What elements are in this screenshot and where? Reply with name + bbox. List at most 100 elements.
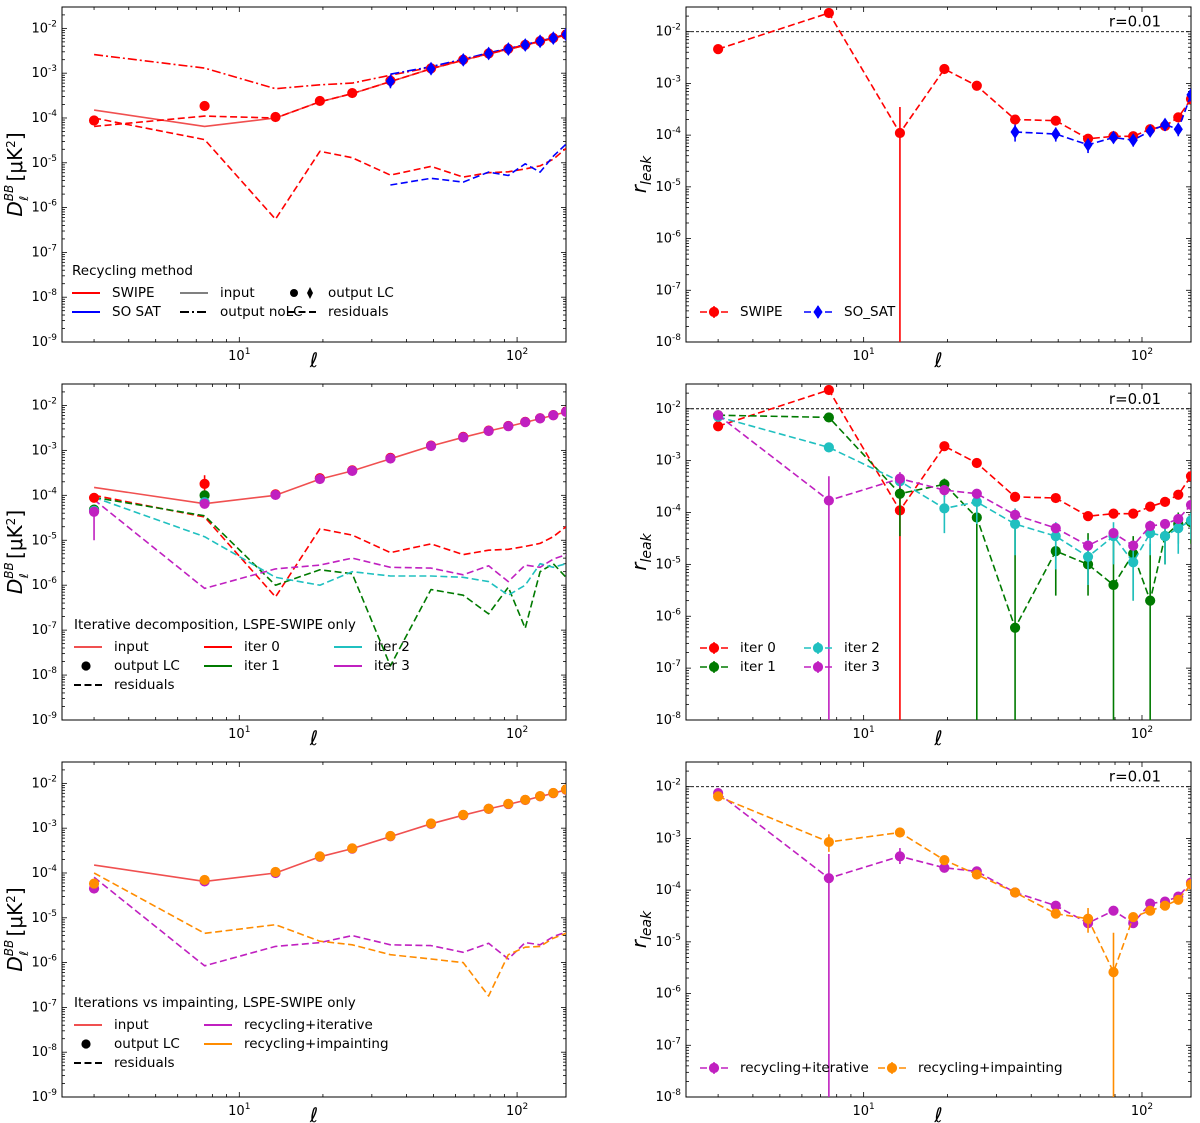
data-point (1159, 531, 1171, 542)
data-point (713, 410, 724, 421)
data-point (1082, 540, 1094, 551)
data-point (1050, 523, 1061, 534)
data-point (534, 791, 546, 802)
series-line (93, 411, 566, 505)
legend-item: residuals (74, 677, 175, 693)
y-tick-label: 10-7 (31, 621, 57, 638)
series-recycling-impainting (713, 791, 1191, 1097)
x-tick-label: 102 (506, 347, 528, 364)
data-point (939, 63, 950, 75)
data-point (270, 866, 281, 878)
x-tick-label: 102 (1131, 725, 1153, 742)
data-point (88, 492, 100, 503)
legend: Iterations vs impainting, LSPE-SWIPE onl… (74, 995, 389, 1071)
series-recycling-impainting-output (88, 784, 566, 889)
series-iter-3 (713, 410, 1191, 720)
data-point (1009, 518, 1021, 530)
y-tick-label: 10-4 (31, 486, 57, 503)
plot-area (88, 27, 566, 220)
data-point (503, 798, 514, 809)
legend-label: input (114, 1017, 149, 1033)
data-point (1159, 518, 1171, 530)
y-tick-label: 10-7 (655, 281, 681, 298)
data-point (939, 855, 950, 866)
data-point (535, 34, 545, 49)
data-point (1173, 489, 1184, 500)
panel-f: 101 102 10-8 10-7 10-6 10-5 10-4 10-3 10-2 ℓ rleak… (627, 761, 1192, 1123)
plot-area (88, 784, 566, 997)
series-iter-0-output (88, 406, 566, 503)
data-point (503, 42, 513, 56)
y-tick-label: 10-6 (31, 199, 57, 216)
series-line (93, 496, 566, 667)
y-tick-label: 10-6 (655, 607, 681, 624)
series-so-sat-r-leak (1010, 87, 1191, 154)
legend-label: iter 0 (244, 639, 280, 655)
y-tick-label: 10-6 (655, 985, 681, 1002)
series-input (93, 789, 566, 883)
y-tick-label: 10-8 (655, 1088, 681, 1105)
data-point (1108, 905, 1119, 916)
data-point (1173, 894, 1184, 905)
data-point (385, 453, 396, 464)
legend-item: iter 1 (204, 658, 280, 674)
legend-item: iter 0 (204, 639, 280, 655)
data-point (458, 432, 469, 443)
data-point (1185, 499, 1191, 511)
legend-item: SO_SAT (804, 304, 896, 320)
y-axis-label: DBBℓ [μK2] (2, 132, 31, 216)
y-tick-label: 10-4 (655, 881, 681, 898)
data-point (1128, 508, 1139, 519)
series-iter-2 (713, 411, 1191, 601)
data-point (88, 115, 100, 126)
series-line (717, 389, 1191, 518)
data-point (1108, 579, 1119, 591)
data-point (971, 457, 982, 469)
legend-item: output LC (81, 1036, 180, 1052)
y-tick-label: 10-9 (31, 333, 57, 350)
data-point (561, 27, 566, 42)
legend-item: iter 0 (700, 640, 776, 656)
series-so-sat-output-lc-points (385, 27, 566, 89)
data-point (483, 803, 494, 814)
legend-swatch (708, 306, 720, 318)
legend-label: recycling+iterative (740, 1060, 869, 1076)
y-tick-label: 10-5 (655, 933, 681, 950)
data-point (1145, 520, 1156, 532)
data-point (1159, 900, 1171, 911)
legend-label: iter 1 (740, 659, 776, 675)
legend-swatch (81, 1039, 91, 1049)
data-point (939, 485, 950, 496)
legend-item: input (74, 1017, 149, 1033)
y-tick-label: 10-2 (31, 774, 57, 791)
data-point (385, 74, 396, 89)
legend-swatch (708, 1062, 720, 1074)
data-point (548, 787, 559, 799)
data-point (713, 791, 724, 802)
data-point (520, 794, 531, 805)
y-tick-label: 10-8 (31, 1043, 57, 1060)
data-point (314, 95, 325, 107)
data-point (713, 44, 724, 55)
series-line (717, 416, 1191, 564)
series-line (717, 795, 1191, 973)
threshold-annotation: r=0.01 (1109, 768, 1161, 786)
series-line (390, 143, 566, 186)
y-tick-label: 10-5 (655, 555, 681, 572)
data-point (1185, 471, 1191, 482)
y-tick-label: 10-5 (655, 178, 681, 195)
data-point (1185, 879, 1191, 890)
y-tick-label: 10-2 (655, 778, 681, 795)
data-point (823, 836, 834, 848)
data-point (713, 421, 724, 432)
data-point (314, 473, 325, 485)
data-point (823, 495, 834, 506)
data-point (823, 384, 834, 396)
series-swipe-output-lc-points (88, 29, 566, 126)
data-point (1128, 557, 1139, 568)
series-line (94, 33, 566, 90)
series-iter-0 (713, 384, 1191, 720)
legend-label: recycling+iterative (244, 1017, 373, 1033)
data-point (347, 465, 358, 476)
legend-label: output noLC (220, 304, 303, 320)
